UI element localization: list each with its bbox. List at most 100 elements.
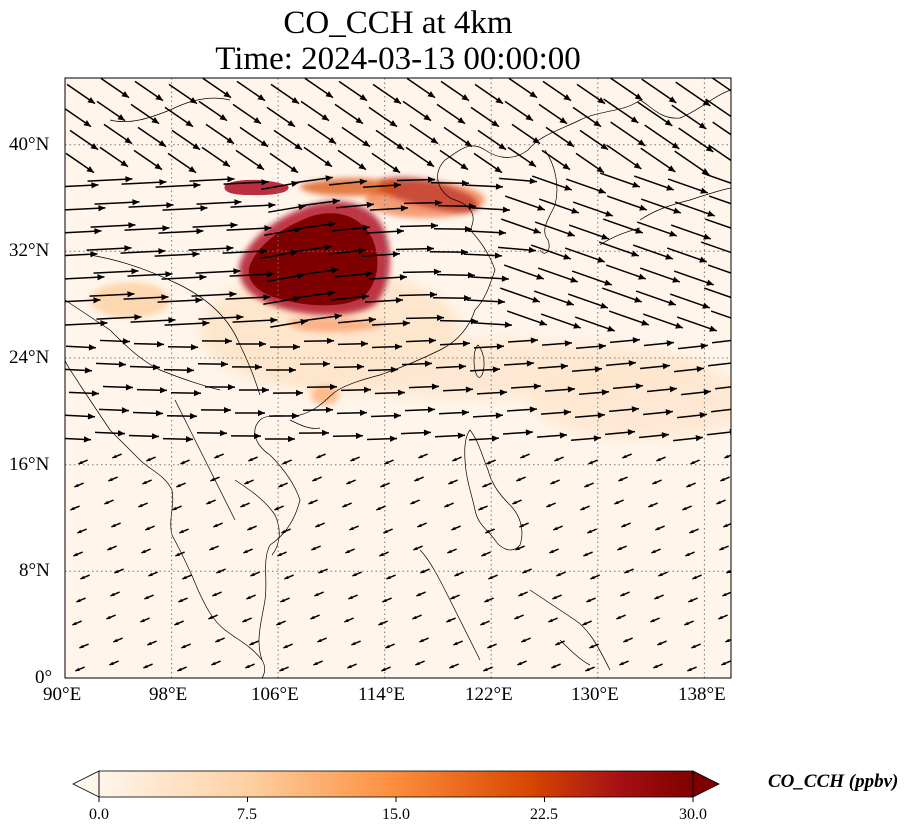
wind-arrow-head <box>686 483 691 488</box>
wind-arrow-head <box>392 251 400 258</box>
wind-arrow-head <box>452 457 457 462</box>
wind-arrow-head <box>342 503 347 508</box>
wind-arrow-head <box>325 91 334 98</box>
wind-arrow-head <box>321 429 329 437</box>
wind-arrow-head <box>287 120 296 127</box>
wind-arrow-head <box>669 230 677 237</box>
wind-arrow-shaft <box>89 293 135 297</box>
wind-arrow-head <box>178 598 183 603</box>
wind-arrow-head <box>593 435 601 442</box>
wind-arrow-head <box>501 275 509 282</box>
wind-arrow-head <box>494 252 502 259</box>
wind-arrow-head <box>260 140 269 147</box>
wind-arrow-head <box>563 409 571 416</box>
wind-arrow-head <box>212 592 217 597</box>
wind-arrow-head <box>351 641 356 646</box>
wind-arrow-head <box>287 435 295 443</box>
wind-arrow-head <box>314 592 319 597</box>
colorbar-tick-label: 30.0 <box>679 806 707 823</box>
x-tick-label: 98°E <box>149 684 188 705</box>
x-tick-label: 130°E <box>571 684 619 705</box>
wind-arrow-head <box>726 569 731 574</box>
wind-arrow-head <box>386 575 391 580</box>
wind-arrow-head <box>108 477 113 482</box>
wind-arrow-head <box>628 360 636 367</box>
wind-arrow-head <box>159 387 167 394</box>
wind-arrow-head <box>429 291 437 298</box>
wind-arrow-head <box>249 641 254 646</box>
wind-arrow-head <box>328 221 336 228</box>
wind-arrow-head <box>691 644 696 649</box>
wind-arrow-head <box>324 244 332 251</box>
x-tick-label: 122°E <box>465 684 513 705</box>
wind-arrow-head <box>90 143 99 150</box>
wind-arrow-head <box>379 552 384 557</box>
wind-arrow-shaft <box>230 204 276 208</box>
wind-arrow-head <box>702 99 711 106</box>
wind-arrow-head <box>349 526 354 531</box>
wind-arrow-head <box>552 595 557 600</box>
wind-arrow-head <box>737 228 745 234</box>
wind-arrow-shaft <box>708 144 731 162</box>
wind-arrow-head <box>380 483 385 488</box>
wind-arrow-head <box>433 268 441 275</box>
wind-arrow-head <box>690 460 695 465</box>
wind-arrow-head <box>702 302 710 309</box>
wind-arrow-head <box>703 233 711 240</box>
wind-arrow-head <box>355 117 364 124</box>
wind-arrow-head <box>151 433 159 440</box>
wind-arrow-head <box>520 454 525 459</box>
wind-arrow-head <box>111 523 116 528</box>
wind-arrow-shaft <box>196 201 242 205</box>
wind-arrow-head <box>607 325 615 332</box>
wind-arrow-head <box>131 268 139 275</box>
wind-arrow-shaft <box>705 98 731 118</box>
wind-arrow-head <box>720 477 725 482</box>
wind-arrow-head <box>321 114 330 121</box>
wind-arrow-head <box>124 137 133 144</box>
wind-arrow-head <box>274 506 279 511</box>
wind-arrow-head <box>559 117 568 124</box>
wind-arrow-head <box>70 506 75 511</box>
wind-arrow-head <box>220 360 228 368</box>
wind-arrow-head <box>132 199 140 206</box>
wind-arrow-head <box>685 552 690 557</box>
wind-arrow-head <box>494 166 503 173</box>
wind-arrow-head <box>519 523 524 528</box>
wind-arrow-head <box>315 523 320 528</box>
wind-arrow-head <box>168 317 176 324</box>
wind-arrow-shaft <box>120 250 166 254</box>
wind-arrow-head <box>587 529 592 534</box>
wind-arrow-head <box>242 618 247 623</box>
wind-arrow-head <box>532 137 541 144</box>
wind-arrow-head <box>699 256 707 263</box>
wind-arrow-head <box>721 661 726 666</box>
wind-arrow-head <box>583 552 588 557</box>
wind-arrow-shaft <box>707 264 731 274</box>
wind-arrow-head <box>420 569 425 574</box>
wind-arrow-head <box>350 457 355 462</box>
wind-arrow-shaft <box>708 362 731 367</box>
wind-arrow-head <box>216 569 221 574</box>
wind-arrow-head <box>138 503 143 508</box>
wind-arrow-head <box>666 184 674 191</box>
wind-arrow-head <box>358 163 367 170</box>
wind-arrow-head <box>462 340 470 347</box>
wind-arrow-head <box>395 297 403 304</box>
wind-arrow-head <box>324 160 333 167</box>
wind-arrow-shaft <box>707 431 731 436</box>
wind-arrow-head <box>280 598 285 603</box>
wind-arrow-head <box>91 390 99 397</box>
wind-arrow-head <box>458 363 466 370</box>
wind-arrow-shaft <box>155 184 201 188</box>
wind-arrow-head <box>672 276 680 283</box>
wind-arrow-head <box>495 183 503 190</box>
wind-arrow-head <box>482 483 487 488</box>
wind-arrow-head <box>389 120 398 127</box>
wind-arrow-head <box>233 268 241 275</box>
wind-arrow-head <box>512 500 517 505</box>
wind-arrow-head <box>492 366 500 373</box>
wind-arrow-shaft <box>226 227 272 231</box>
wind-arrow-head <box>290 166 299 173</box>
wind-arrow-head <box>86 166 95 173</box>
